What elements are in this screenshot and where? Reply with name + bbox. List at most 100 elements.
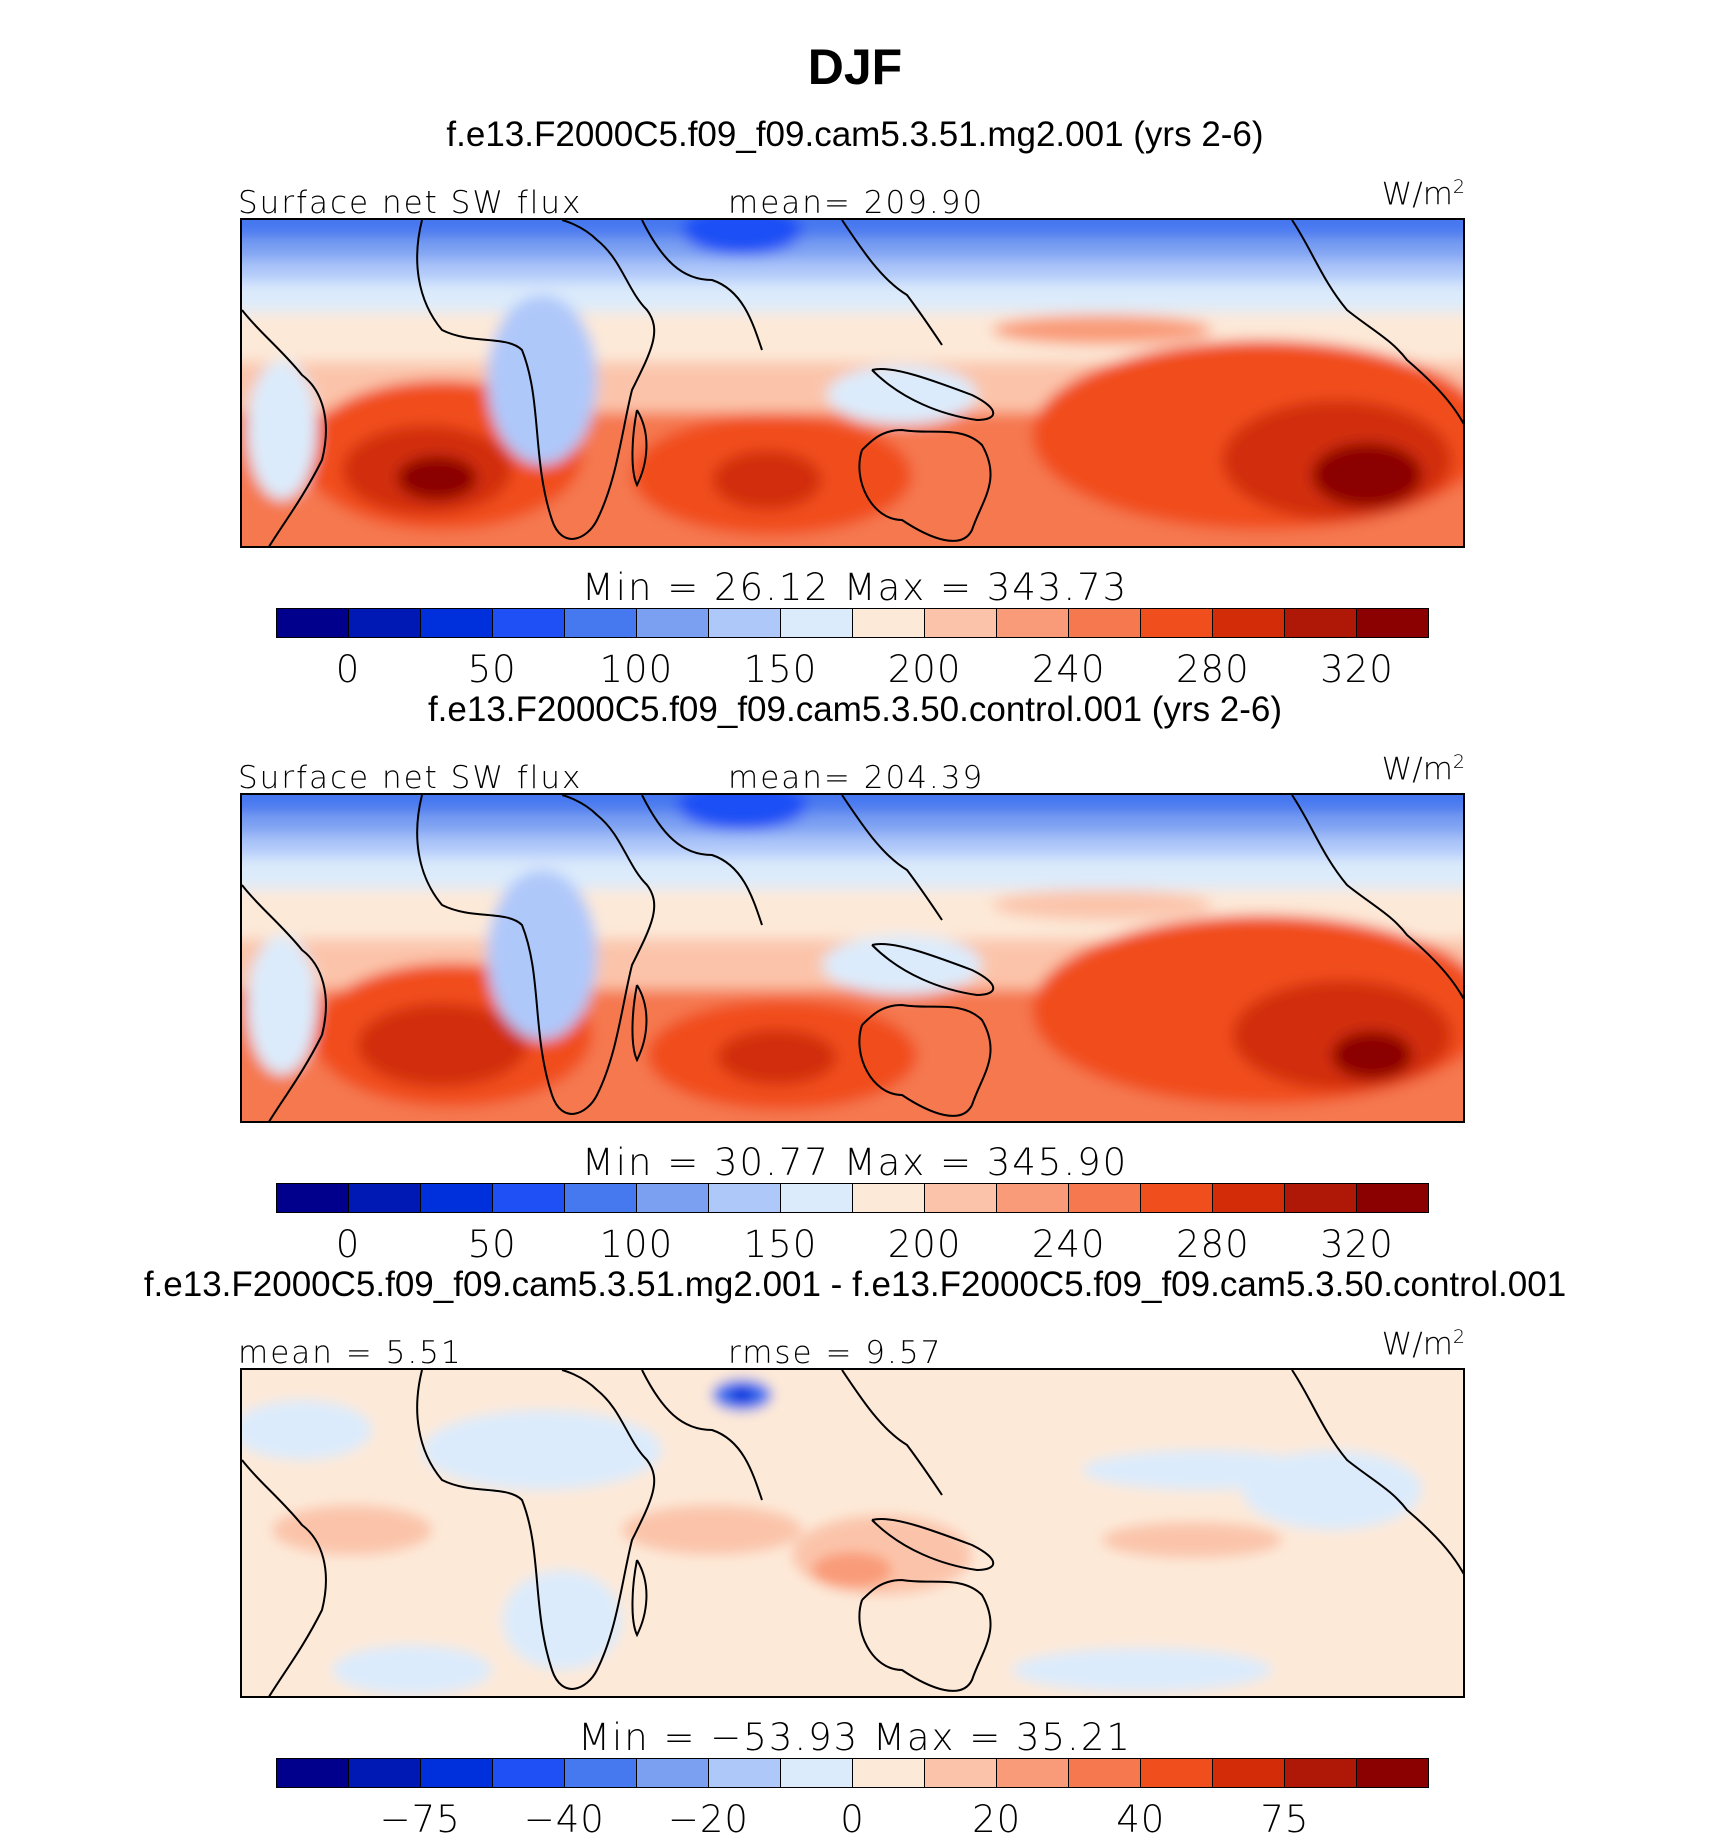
colorbar-tick-label: 150 (743, 648, 818, 691)
p2-high-indian-2 (717, 1029, 837, 1085)
panel-1-case-title: f.e13.F2000C5.f09_f09.cam5.3.51.mg2.001 … (446, 115, 1264, 154)
colorbar-swatch (781, 1184, 853, 1212)
p1-coastlines (242, 220, 1463, 546)
p2-field-band-north (242, 795, 1463, 813)
colorbar-tick-label: 320 (1320, 1223, 1394, 1266)
colorbar-swatch (997, 609, 1069, 637)
p3-warm-atlantic (272, 1505, 432, 1555)
colorbar-swatch (277, 1184, 349, 1212)
panel-3-rmse-label: rmse = 9.57 (728, 1335, 943, 1371)
p1-high-pacific-3 (1312, 443, 1422, 507)
p1-low-africa (487, 295, 597, 465)
colorbar-swatch (565, 609, 637, 637)
colorbar-swatch (637, 1759, 709, 1787)
colorbar-swatch (1357, 609, 1428, 637)
colorbar-tick-label: 75 (1260, 1798, 1310, 1841)
p3-cool-natl (242, 1400, 372, 1460)
p2-field-band-4 (242, 857, 1463, 889)
p3-coastlines (242, 1370, 1463, 1696)
panel-3-minmax: Min = −53.93 Max = 35.21 (578, 1716, 1132, 1759)
panel-2-colorbar (276, 1183, 1429, 1213)
colorbar-swatch (637, 1184, 709, 1212)
colorbar-tick-label: −20 (667, 1798, 749, 1841)
p2-low-maritime (822, 935, 982, 995)
p2-high-atlantic-2 (357, 1003, 527, 1087)
colorbar-swatch (1069, 1759, 1141, 1787)
p3-cool-safrica (502, 1570, 622, 1670)
colorbar-tick-label: 280 (1176, 648, 1250, 691)
p1-high-atlantic-3 (397, 456, 477, 500)
p2-low-africa (487, 870, 597, 1040)
p1-field-band-4 (242, 282, 1463, 312)
p3-cool-sahara (422, 1410, 662, 1490)
panel-2-case-title: f.e13.F2000C5.f09_f09.cam5.3.50.control.… (427, 690, 1283, 729)
p2-high-pacific-3 (1332, 1031, 1412, 1079)
colorbar-swatch (493, 1184, 565, 1212)
p1-field-band-north (242, 220, 1463, 238)
p3-cool-epac (1242, 1450, 1422, 1530)
colorbar-tick-label: 150 (743, 1223, 818, 1266)
colorbar-tick-label: 240 (1031, 648, 1106, 691)
colorbar-tick-label: 280 (1176, 1223, 1250, 1266)
colorbar-swatch (421, 1184, 493, 1212)
colorbar-tick-label: 0 (840, 1798, 865, 1841)
panel-2-variable-label: Surface net SW flux (238, 760, 583, 796)
p3-cool-spac (1012, 1648, 1272, 1692)
colorbar-swatch (1357, 1759, 1428, 1787)
panel-1-mean-label: mean= 209.90 (728, 185, 985, 221)
colorbar-tick-label: 240 (1031, 1223, 1106, 1266)
colorbar-swatch (925, 1759, 997, 1787)
colorbar-swatch (1213, 609, 1285, 637)
colorbar-swatch (421, 609, 493, 637)
p3-warm-indian (622, 1505, 802, 1555)
p2-high-pacific-2 (1232, 980, 1452, 1090)
colorbar-swatch (349, 609, 421, 637)
colorbar-tick-label: −40 (523, 1798, 605, 1841)
colorbar-swatch (349, 1184, 421, 1212)
colorbar-tick-label: 50 (467, 648, 517, 691)
p1-low-samerica (247, 360, 317, 500)
colorbar-swatch (1069, 609, 1141, 637)
p2-low-samerica (247, 935, 317, 1075)
p3-warm-pac (1102, 1522, 1282, 1558)
colorbar-swatch (1285, 1184, 1357, 1212)
colorbar-swatch (1141, 609, 1213, 637)
colorbar-swatch (1141, 1759, 1213, 1787)
colorbar-swatch (277, 1759, 349, 1787)
panel-3-mean-label: mean = 5.51 (238, 1335, 463, 1371)
panel-3-units: W/m2 (1381, 1326, 1465, 1363)
colorbar-tick-label: 200 (887, 648, 962, 691)
colorbar-swatch (997, 1759, 1069, 1787)
panel-1-units: W/m2 (1381, 176, 1465, 213)
colorbar-swatch (781, 609, 853, 637)
panel-2-map (240, 793, 1465, 1123)
colorbar-swatch (1285, 1759, 1357, 1787)
colorbar-swatch (565, 1759, 637, 1787)
colorbar-swatch (565, 1184, 637, 1212)
panel-3-colorbar (276, 1758, 1429, 1788)
colorbar-swatch (709, 609, 781, 637)
colorbar-swatch (1285, 609, 1357, 637)
p1-high-indian-2 (712, 450, 822, 510)
p2-field-band-3 (242, 835, 1463, 857)
colorbar-swatch (1069, 1184, 1141, 1212)
panel-2-mean-label: mean= 204.39 (728, 760, 985, 796)
p3-warm-maritime-core (812, 1552, 892, 1588)
colorbar-swatch (349, 1759, 421, 1787)
colorbar-swatch (1141, 1184, 1213, 1212)
colorbar-tick-label: 40 (1116, 1798, 1166, 1841)
panel-2-minmax: Min = 30.77 Max = 345.90 (581, 1141, 1129, 1184)
colorbar-swatch (493, 609, 565, 637)
p3-cool-satl (332, 1645, 492, 1695)
colorbar-swatch (421, 1759, 493, 1787)
colorbar-swatch (853, 1759, 925, 1787)
colorbar-swatch (853, 609, 925, 637)
p2-low-tibet (677, 795, 807, 830)
colorbar-swatch (925, 609, 997, 637)
p1-field-band-3 (242, 260, 1463, 282)
colorbar-tick-label: 100 (599, 648, 674, 691)
p3-cool-tibet-core (728, 1387, 756, 1403)
panel-1-map (240, 218, 1465, 548)
panel-2-units: W/m2 (1381, 751, 1465, 788)
p1-field-band-2 (242, 238, 1463, 260)
